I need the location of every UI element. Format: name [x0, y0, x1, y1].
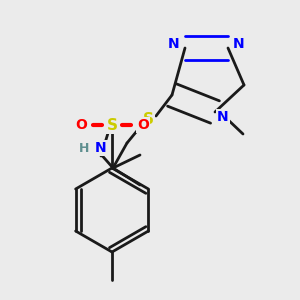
Text: H: H: [79, 142, 89, 154]
Text: O: O: [137, 118, 149, 132]
Text: S: S: [106, 118, 118, 133]
Text: N: N: [233, 37, 245, 51]
Text: O: O: [75, 118, 87, 132]
Text: S: S: [142, 112, 154, 128]
Text: N: N: [168, 37, 180, 51]
Text: N: N: [95, 141, 107, 155]
Text: N: N: [217, 110, 229, 124]
